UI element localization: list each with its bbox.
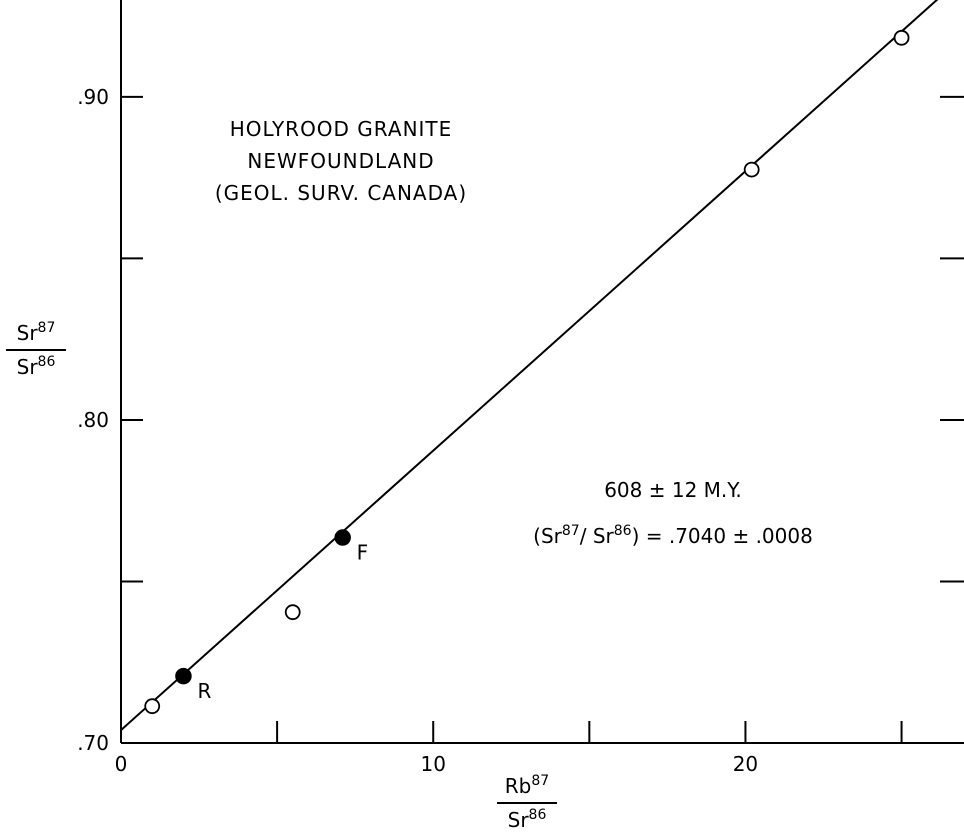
open-data-point: [893, 29, 910, 46]
x-axis-label-numerator: Rb87: [505, 773, 549, 798]
y-axis-label-numerator: Sr87: [17, 320, 56, 345]
chart-title-line: HOLYROOD GRANITE: [230, 117, 453, 141]
point-label: R: [197, 679, 211, 703]
x-tick-label: 10: [420, 752, 445, 776]
y-axis-label-denominator: Sr86: [17, 354, 56, 379]
filled-data-point: [175, 667, 192, 685]
initial-ratio-annotation: (Sr87/ Sr86) = .7040 ± .0008: [533, 523, 813, 548]
x-tick-label: 20: [733, 752, 758, 776]
chart-title-line: (GEOL. SURV. CANADA): [215, 181, 467, 205]
y-axis-label-numerator-base: Sr: [17, 321, 39, 345]
y-axis-label-denominator-sup: 86: [38, 354, 56, 370]
isochron-fit-line: [120, 0, 939, 731]
x-axis-label-numerator-base: Rb: [505, 774, 532, 798]
x-axis-label-denominator-base: Sr: [508, 808, 530, 831]
age-annotation: 608 ± 12 M.Y.: [604, 478, 742, 502]
y-tick-label: .90: [77, 85, 109, 109]
ratio-superscript: 86: [614, 523, 632, 539]
ratio-text: / Sr: [580, 524, 615, 548]
ratio-text: (Sr: [533, 524, 562, 548]
ratio-superscript: 87: [562, 523, 580, 539]
y-axis-label-denominator-base: Sr: [17, 355, 39, 379]
x-axis-label-denominator: Sr86: [508, 807, 547, 831]
x-axis-label-denominator-sup: 86: [529, 807, 547, 823]
open-data-point: [284, 604, 301, 621]
filled-data-point: [334, 529, 351, 546]
fit-line-layer: [120, 0, 939, 731]
x-tick-label: 0: [115, 752, 128, 776]
open-data-point: [144, 698, 161, 715]
data-points: [144, 29, 910, 715]
point-label: F: [357, 541, 369, 565]
axes: [6, 0, 964, 804]
y-axis-label-numerator-sup: 87: [38, 320, 56, 336]
y-tick-label: .70: [77, 731, 109, 755]
chart-title-line: NEWFOUNDLAND: [247, 149, 434, 173]
y-tick-label: .80: [77, 408, 109, 432]
open-data-point: [743, 161, 760, 178]
chart-text: 0 10 20 .70 .80 .90 R F HOLYROOD GRANITE NEWFOUND…: [17, 85, 813, 832]
ratio-text: ) = .7040 ± .0008: [632, 524, 813, 548]
x-axis-label-numerator-sup: 87: [531, 773, 549, 789]
